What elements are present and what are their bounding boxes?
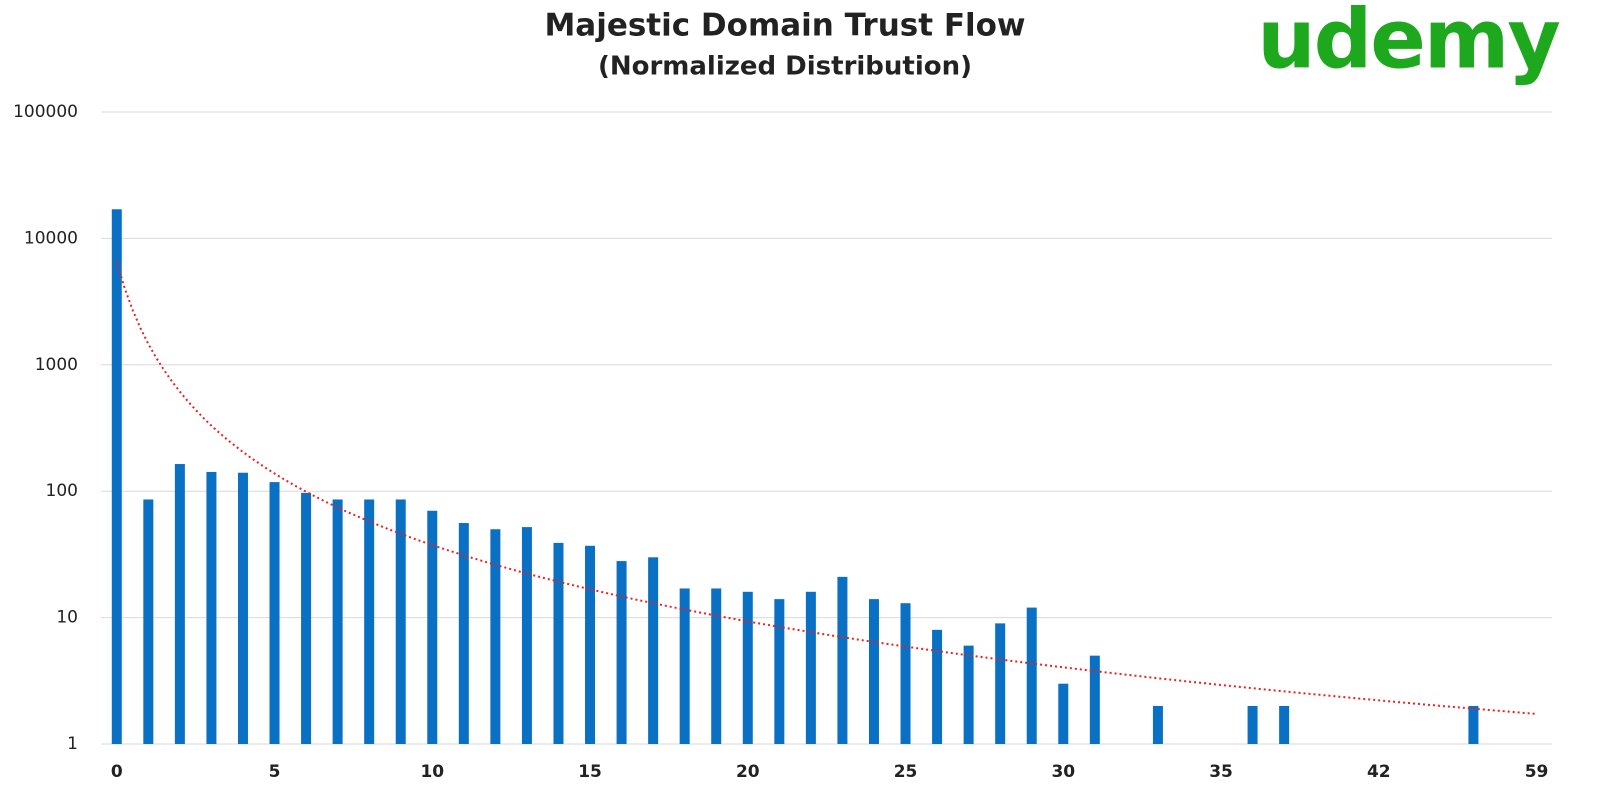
bar	[774, 599, 785, 744]
bar	[837, 576, 848, 744]
bar	[395, 499, 406, 744]
bar	[206, 471, 217, 744]
bar	[237, 472, 248, 744]
x-tick-label: 35	[1209, 762, 1233, 782]
bar	[1152, 705, 1163, 744]
x-tick-label: 20	[736, 762, 760, 782]
x-tick-label: 59	[1525, 762, 1549, 782]
y-tick-label: 100	[46, 481, 78, 501]
bar	[585, 545, 596, 744]
bar	[679, 588, 690, 744]
bar	[553, 542, 564, 744]
bar	[1468, 705, 1479, 744]
x-tick-label: 10	[420, 762, 444, 782]
bar	[364, 499, 375, 744]
bar	[301, 492, 312, 744]
bar	[963, 645, 974, 744]
bar	[1089, 655, 1100, 744]
bar	[111, 209, 122, 745]
bar	[995, 623, 1006, 744]
bar	[932, 629, 943, 744]
bar	[1026, 607, 1037, 744]
bar	[711, 588, 722, 744]
bar	[616, 561, 627, 744]
x-tick-label: 30	[1051, 762, 1075, 782]
bar	[332, 499, 343, 744]
bar	[868, 599, 879, 744]
trendline	[115, 261, 1537, 715]
bar	[427, 510, 438, 744]
bar	[143, 499, 154, 744]
chart-title: Majestic Domain Trust Flow	[544, 8, 1025, 44]
bar	[490, 529, 501, 744]
bar	[174, 464, 185, 744]
x-tick-label: 5	[269, 762, 281, 782]
bar	[1247, 705, 1258, 744]
x-tick-label: 0	[111, 762, 123, 782]
bar	[1058, 683, 1069, 744]
x-tick-label: 42	[1367, 762, 1391, 782]
chart-subtitle: (Normalized Distribution)	[598, 52, 972, 82]
bar	[458, 523, 469, 744]
bar	[269, 482, 280, 744]
y-tick-label: 10	[56, 608, 78, 628]
y-tick-label: 1	[67, 734, 78, 754]
y-tick-label: 10000	[24, 228, 78, 248]
x-tick-label: 25	[894, 762, 918, 782]
bar	[742, 591, 753, 744]
bar	[648, 557, 659, 744]
y-tick-label: 100000	[13, 102, 78, 122]
y-tick-label: 1000	[35, 355, 78, 375]
logo: udemy	[1257, 0, 1559, 87]
bar	[900, 603, 911, 744]
bar	[1279, 705, 1290, 744]
bar	[521, 527, 532, 744]
bar	[805, 591, 816, 744]
x-tick-label: 15	[578, 762, 602, 782]
